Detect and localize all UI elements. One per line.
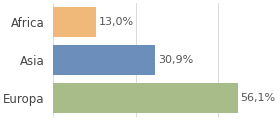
Bar	[53, 45, 155, 75]
Text: 13,0%: 13,0%	[99, 17, 134, 27]
Text: 56,1%: 56,1%	[241, 93, 276, 103]
Text: 30,9%: 30,9%	[158, 55, 193, 65]
Bar	[53, 7, 96, 37]
Bar	[53, 83, 238, 113]
